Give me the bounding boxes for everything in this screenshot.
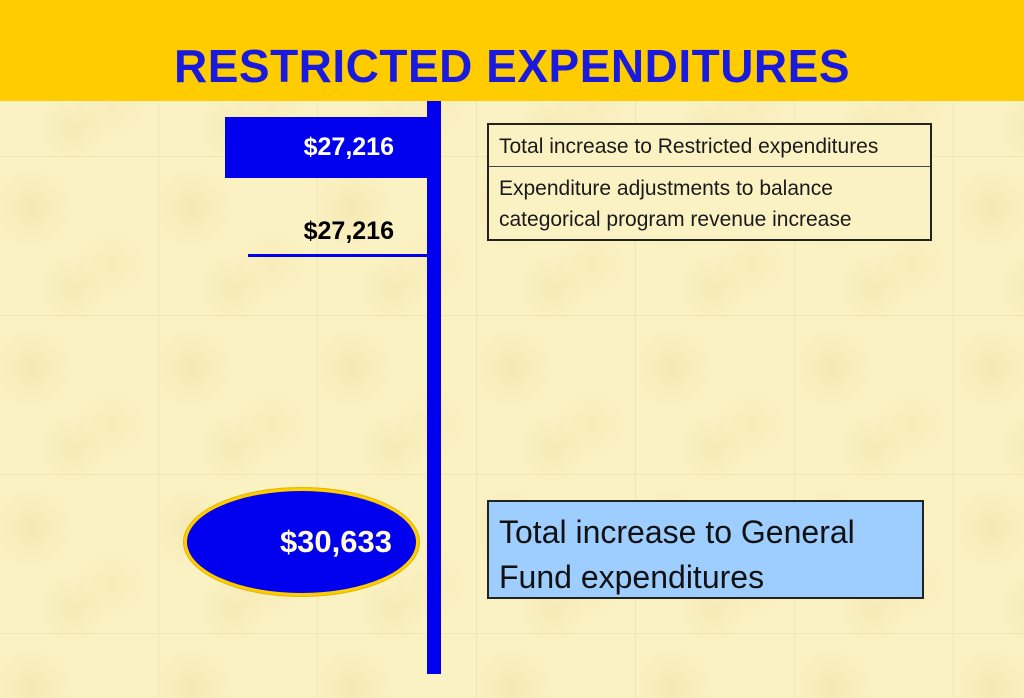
general-fund-total-amount: $30,633 <box>279 524 392 559</box>
adjustment-underline <box>248 254 427 257</box>
description-table: Total increase to Restricted expenditure… <box>487 123 932 241</box>
restricted-total-box: $27,216 <box>225 117 427 178</box>
page-title: RESTRICTED EXPENDITURES <box>173 40 851 92</box>
description-row-adjustment: Expenditure adjustments to balance categ… <box>489 166 930 239</box>
adjustment-amount: $27,216 <box>303 217 394 245</box>
vertical-divider <box>427 101 441 674</box>
general-fund-label-box: Total increase to General Fund expenditu… <box>487 500 924 599</box>
header-bar <box>0 0 1024 101</box>
general-fund-total-oval: $30,633 <box>184 488 419 596</box>
restricted-total-amount: $27,216 <box>303 133 394 161</box>
description-row-restricted-total: Total increase to Restricted expenditure… <box>499 135 879 158</box>
